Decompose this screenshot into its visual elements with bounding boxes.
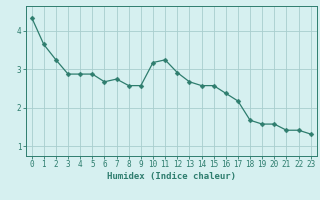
X-axis label: Humidex (Indice chaleur): Humidex (Indice chaleur) bbox=[107, 172, 236, 181]
